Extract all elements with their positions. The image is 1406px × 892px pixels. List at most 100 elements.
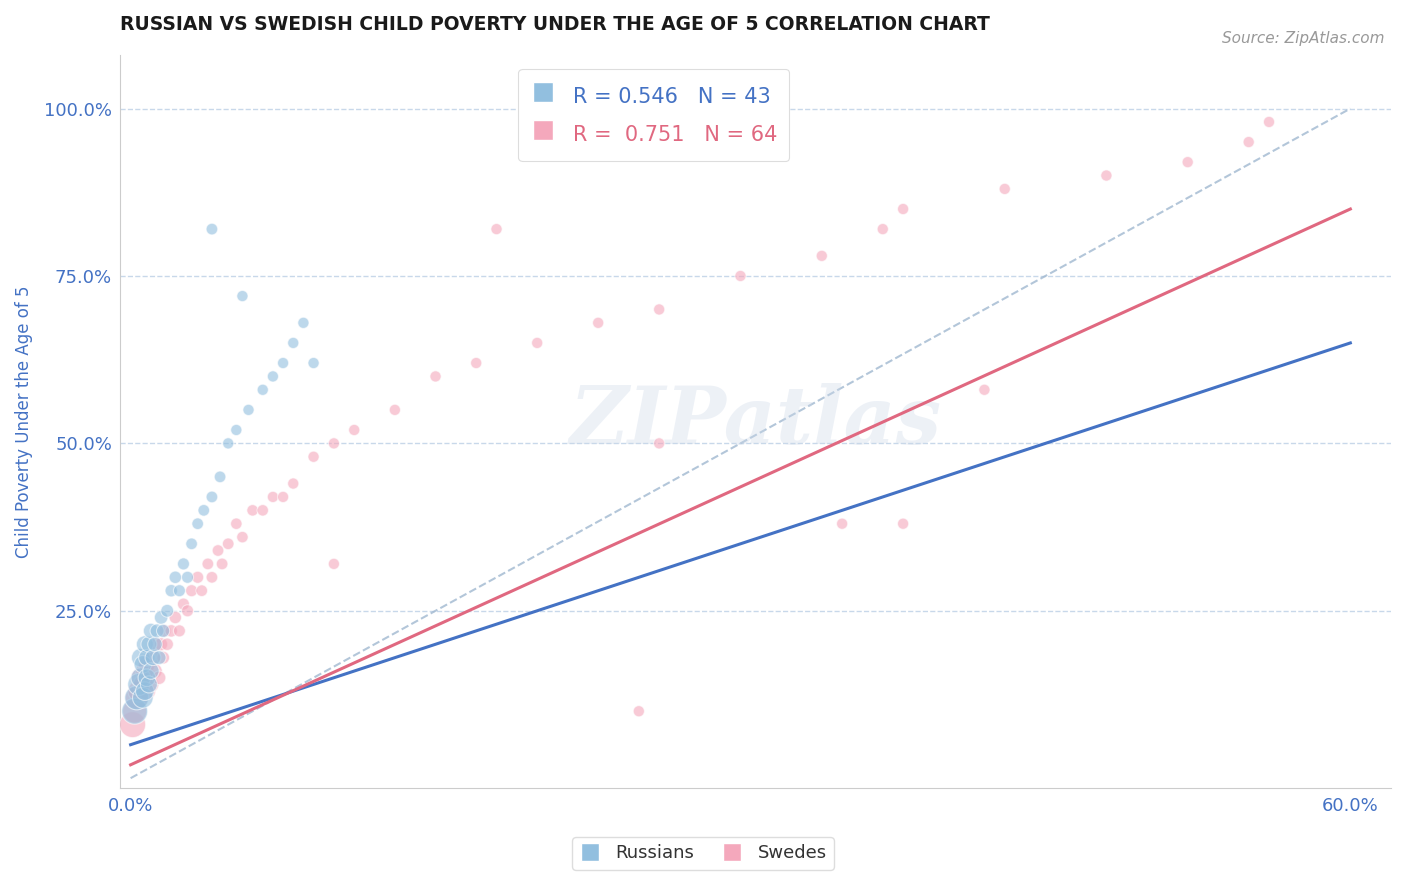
Point [586,316,609,330]
Point [242,503,264,517]
Point [262,369,284,384]
Point [302,356,325,370]
Point [283,335,305,350]
Point [156,604,179,618]
Point [132,690,155,705]
Point [148,671,170,685]
Point [135,657,157,672]
Point [138,671,160,685]
Point [152,650,174,665]
Point [142,650,165,665]
Point [810,249,832,263]
Point [217,537,239,551]
Point [343,423,366,437]
Point [730,268,752,283]
Point [271,490,294,504]
Point [225,516,247,531]
Text: ZIPatlas: ZIPatlas [569,383,942,460]
Point [252,383,274,397]
Point [283,476,305,491]
Point [134,684,156,698]
Point [648,302,671,317]
Point [152,624,174,638]
Point [465,356,488,370]
Text: RUSSIAN VS SWEDISH CHILD POVERTY UNDER THE AGE OF 5 CORRELATION CHART: RUSSIAN VS SWEDISH CHILD POVERTY UNDER T… [121,15,990,34]
Point [176,570,198,584]
Point [125,690,148,705]
Point [124,704,146,718]
Point [1237,135,1260,149]
Point [124,704,146,718]
Point [187,570,209,584]
Point [225,423,247,437]
Point [134,664,156,678]
Point [526,335,548,350]
Point [138,637,160,651]
Point [128,684,150,698]
Point [135,671,157,685]
Point [139,624,162,638]
Point [201,222,224,236]
Point [165,610,187,624]
Point [627,704,650,718]
Point [217,436,239,450]
Point [485,222,508,236]
Point [994,182,1017,196]
Point [201,570,224,584]
Point [172,597,194,611]
Point [891,516,914,531]
Point [139,677,162,691]
Point [139,664,162,678]
Y-axis label: Child Poverty Under the Age of 5: Child Poverty Under the Age of 5 [15,285,32,558]
Point [143,637,166,651]
Point [271,356,294,370]
Point [148,650,170,665]
Point [201,490,224,504]
Point [138,677,160,691]
Point [262,490,284,504]
Point [146,624,169,638]
Point [169,624,191,638]
Point [143,664,166,678]
Point [128,677,150,691]
Text: Source: ZipAtlas.com: Source: ZipAtlas.com [1222,31,1385,46]
Point [197,557,219,571]
Point [384,403,406,417]
Point [132,677,155,691]
Point [1095,169,1118,183]
Point [891,202,914,216]
Point [193,503,215,517]
Point [165,570,187,584]
Point [872,222,894,236]
Point [231,530,253,544]
Point [322,557,344,571]
Point [176,604,198,618]
Point [142,650,165,665]
Point [129,671,152,685]
Point [187,516,209,531]
Point [156,637,179,651]
Point [1258,115,1281,129]
Point [129,671,152,685]
Point [425,369,447,384]
Point [135,684,157,698]
Point [132,657,155,672]
Point [211,557,233,571]
Point [209,470,232,484]
Point [160,583,183,598]
Point [150,610,173,624]
Point [190,583,212,598]
Point [292,316,315,330]
Point [129,650,152,665]
Point [150,637,173,651]
Point [146,637,169,651]
Legend: R = 0.546   N = 43, R =  0.751   N = 64: R = 0.546 N = 43, R = 0.751 N = 64 [519,69,789,161]
Point [322,436,344,450]
Point [180,583,202,598]
Point [180,537,202,551]
Point [1177,155,1199,169]
Point [973,383,995,397]
Point [121,717,143,731]
Point [169,583,191,598]
Point [134,637,156,651]
